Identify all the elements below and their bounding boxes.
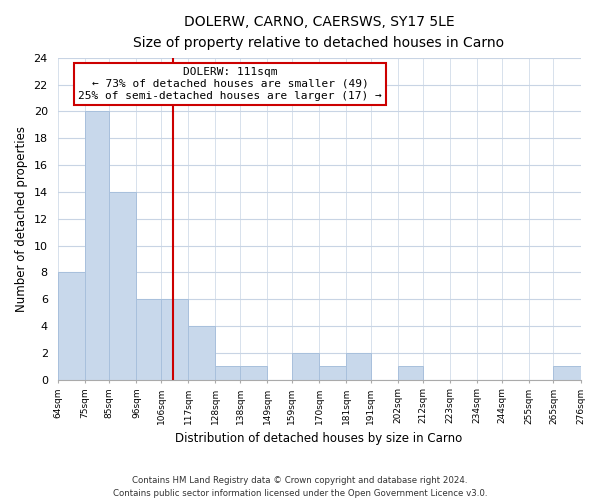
Bar [85, 112, 109, 380]
Bar [398, 366, 422, 380]
Text: Contains HM Land Registry data © Crown copyright and database right 2024.
Contai: Contains HM Land Registry data © Crown c… [113, 476, 487, 498]
Bar [215, 366, 240, 380]
Bar [553, 366, 581, 380]
Bar [292, 353, 319, 380]
Bar [161, 299, 188, 380]
X-axis label: Distribution of detached houses by size in Carno: Distribution of detached houses by size … [175, 432, 463, 445]
Bar [188, 326, 215, 380]
Bar [346, 353, 371, 380]
Bar [240, 366, 267, 380]
Y-axis label: Number of detached properties: Number of detached properties [15, 126, 28, 312]
Bar [319, 366, 346, 380]
Bar [109, 192, 136, 380]
Title: DOLERW, CARNO, CAERSWS, SY17 5LE
Size of property relative to detached houses in: DOLERW, CARNO, CAERSWS, SY17 5LE Size of… [133, 15, 505, 50]
Text: DOLERW: 111sqm
← 73% of detached houses are smaller (49)
25% of semi-detached ho: DOLERW: 111sqm ← 73% of detached houses … [78, 68, 382, 100]
Bar [58, 272, 85, 380]
Bar [136, 299, 161, 380]
